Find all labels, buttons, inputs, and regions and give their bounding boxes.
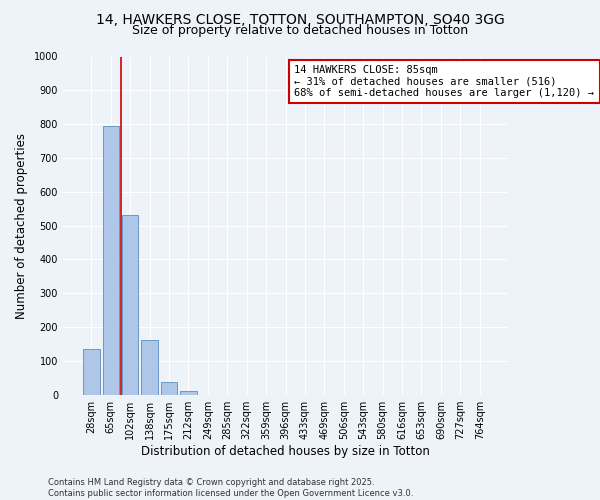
Text: Size of property relative to detached houses in Totton: Size of property relative to detached ho… (132, 24, 468, 37)
Bar (161, 382, 178, 394)
Bar (180, 390, 197, 394)
Bar (103, 126, 119, 394)
Text: 14 HAWKERS CLOSE: 85sqm
← 31% of detached houses are smaller (516)
68% of semi-d: 14 HAWKERS CLOSE: 85sqm ← 31% of detache… (295, 65, 595, 98)
Y-axis label: Number of detached properties: Number of detached properties (15, 132, 28, 318)
Bar (142, 340, 158, 394)
X-axis label: Distribution of detached houses by size in Totton: Distribution of detached houses by size … (141, 444, 430, 458)
Text: Contains HM Land Registry data © Crown copyright and database right 2025.
Contai: Contains HM Land Registry data © Crown c… (48, 478, 413, 498)
Bar (83, 349, 100, 395)
Bar (122, 216, 139, 394)
Text: 14, HAWKERS CLOSE, TOTTON, SOUTHAMPTON, SO40 3GG: 14, HAWKERS CLOSE, TOTTON, SOUTHAMPTON, … (95, 12, 505, 26)
